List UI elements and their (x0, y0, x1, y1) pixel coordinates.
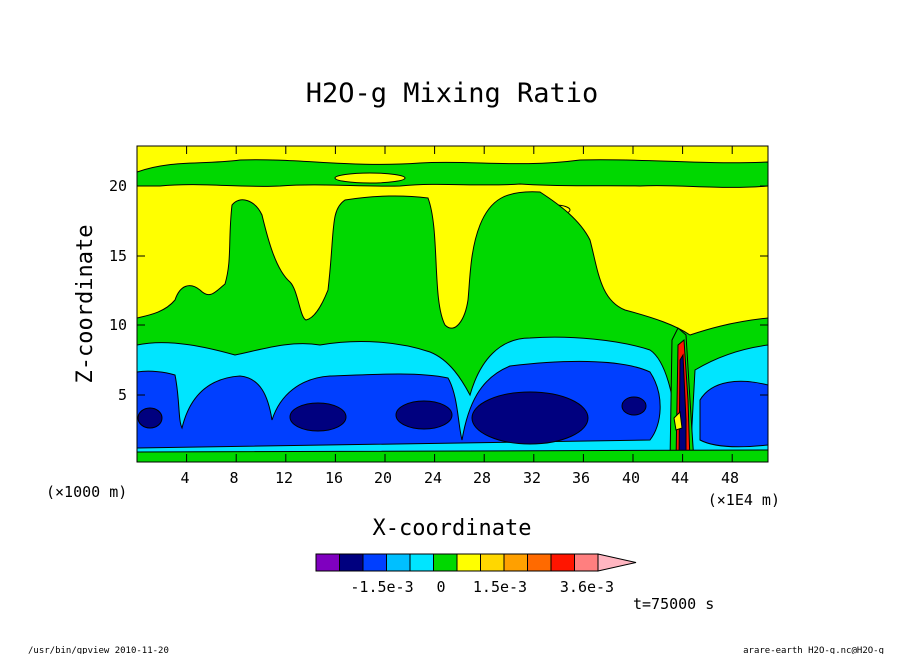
colorbar-arrow (597, 553, 637, 572)
x-tick-label: 44 (671, 469, 689, 487)
dark-core-4 (471, 391, 589, 445)
x-tick-label: 40 (622, 469, 640, 487)
convective-dark (678, 353, 687, 462)
x-tick-label: 36 (572, 469, 590, 487)
dark-core-5 (621, 396, 647, 416)
x-tick-label: 28 (473, 469, 491, 487)
bottom-green-strip (137, 449, 768, 462)
y-tick-label: 10 (109, 316, 127, 334)
footer-left: /usr/bin/gpview 2010-11-20 (28, 646, 169, 654)
x-tick-label: 4 (180, 469, 189, 487)
y-tick-label: 15 (109, 247, 127, 265)
x-tick-label: 20 (374, 469, 392, 487)
blue-layer-right (699, 380, 768, 448)
dark-core-2 (289, 402, 347, 432)
x-tick-label: 12 (275, 469, 293, 487)
colorbar-swatch (362, 553, 387, 572)
x-tick-label: 8 (229, 469, 238, 487)
footer-right: arare-earth_H2O-g.nc@H2O-g (743, 646, 884, 654)
colorbar-swatch (386, 553, 411, 572)
colorbar-swatch (409, 553, 434, 572)
colorbar-swatch (550, 553, 575, 572)
dark-core-3 (395, 400, 453, 430)
x-tick-label: 32 (523, 469, 541, 487)
x-tick-label: 24 (424, 469, 442, 487)
colorbar-swatch (456, 553, 481, 572)
x-unit-right: (×1E4 m) (708, 491, 780, 509)
x-axis-ticks (186, 146, 733, 462)
colorbar-swatch (574, 553, 599, 572)
colorbar (315, 553, 637, 572)
colorbar-label: 3.6e-3 (560, 578, 614, 596)
chart-title: H2O-g Mixing Ratio (306, 78, 599, 109)
colorbar-swatch (503, 553, 528, 572)
colorbar-swatch (527, 553, 552, 572)
colorbar-labels: -1.5e-3 0 1.5e-3 3.6e-3 (350, 578, 614, 596)
plot-frame (136, 145, 769, 463)
time-label: t=75000 s (633, 595, 714, 613)
x-unit-left: (×1000 m) (46, 483, 127, 501)
yellow-spot (673, 410, 683, 431)
colorbar-swatch (480, 553, 505, 572)
colorbar-label: 0 (436, 578, 445, 596)
y-axis-label: Z-coordinate (73, 225, 98, 384)
colorbar-swatch (339, 553, 364, 572)
colorbar-label: -1.5e-3 (350, 578, 413, 596)
y-axis-ticks (137, 185, 768, 396)
upper-green-band (137, 159, 768, 188)
colorbar-swatch (315, 553, 340, 572)
yellow-blob-upper (334, 172, 406, 184)
y-tick-label: 20 (109, 177, 127, 195)
x-tick-label: 16 (325, 469, 343, 487)
y-axis-tick-labels: 5 10 15 20 (109, 177, 127, 404)
x-axis-label: X-coordinate (373, 516, 532, 541)
x-tick-label: 48 (721, 469, 739, 487)
plot-area (137, 146, 768, 462)
dark-core-1 (137, 407, 163, 429)
colorbar-swatch (433, 553, 458, 572)
x-axis-tick-labels: 4 8 12 16 20 24 28 32 36 40 44 48 (180, 469, 739, 487)
colorbar-label: 1.5e-3 (473, 578, 527, 596)
y-tick-label: 5 (118, 386, 127, 404)
